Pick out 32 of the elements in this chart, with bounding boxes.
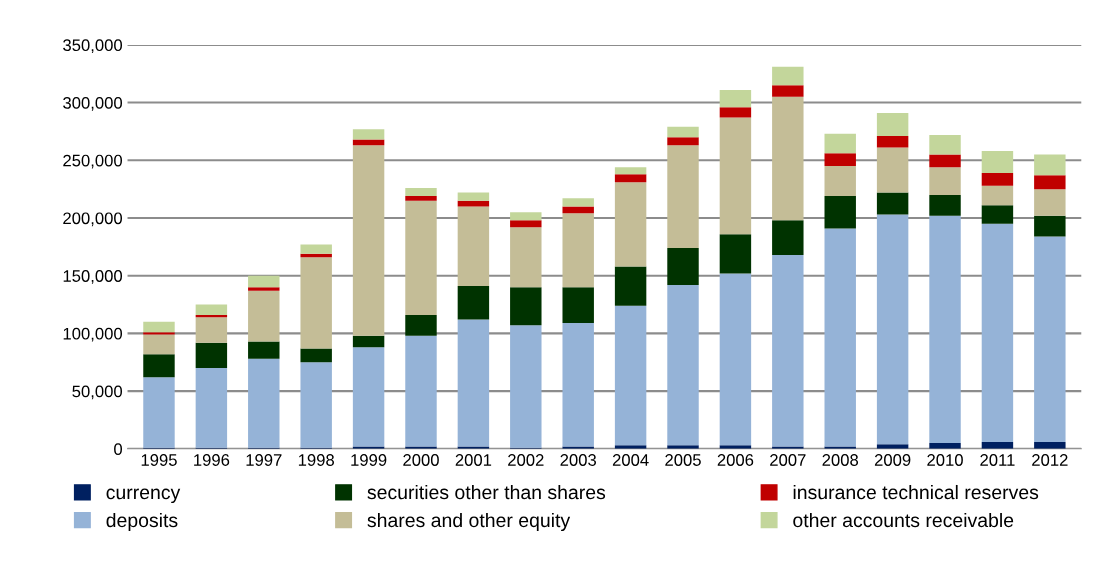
x-tick-label: 1999 <box>351 454 387 466</box>
y-tick-label: 350,000 <box>63 39 123 54</box>
x-tick-label: 2009 <box>874 454 911 466</box>
x-tick-label: 1995 <box>141 454 177 466</box>
x-tick-label: 2012 <box>1032 454 1068 466</box>
x-tick-label: 2003 <box>560 454 597 466</box>
legend-label: currency <box>106 488 181 504</box>
x-tick-label: 2002 <box>508 454 544 466</box>
legend-label: shares and other equity <box>367 512 571 532</box>
y-tick-label: 50,000 <box>72 385 123 400</box>
y-tick-label: 100,000 <box>63 327 123 342</box>
legend-label: securities other than shares <box>367 484 606 500</box>
x-tick-label: 1998 <box>298 454 334 466</box>
y-tick-label: 200,000 <box>63 212 123 227</box>
x-tick-label: 2008 <box>822 454 859 466</box>
x-tick-label: 1997 <box>246 454 282 466</box>
y-tick-label: 300,000 <box>63 96 123 111</box>
x-tick-label: 2000 <box>403 454 439 466</box>
x-tick-label: 2007 <box>770 454 806 466</box>
x-tick-label: 2004 <box>612 454 649 466</box>
legend-label: other accounts receivable <box>793 512 1014 528</box>
x-tick-label: 2001 <box>455 454 492 466</box>
x-tick-label: 2011 <box>980 454 1015 466</box>
x-tick-label: 1996 <box>194 454 230 466</box>
x-tick-label: 2006 <box>717 454 754 466</box>
y-tick-label: 0 <box>114 443 123 455</box>
x-tick-label: 2010 <box>927 454 963 466</box>
x-tick-label: 2005 <box>665 454 701 466</box>
y-tick-label: 150,000 <box>63 270 123 284</box>
y-tick-label: 250,000 <box>63 154 123 169</box>
legend-label: deposits <box>106 512 178 532</box>
legend-label: insurance technical reserves <box>793 484 1039 500</box>
